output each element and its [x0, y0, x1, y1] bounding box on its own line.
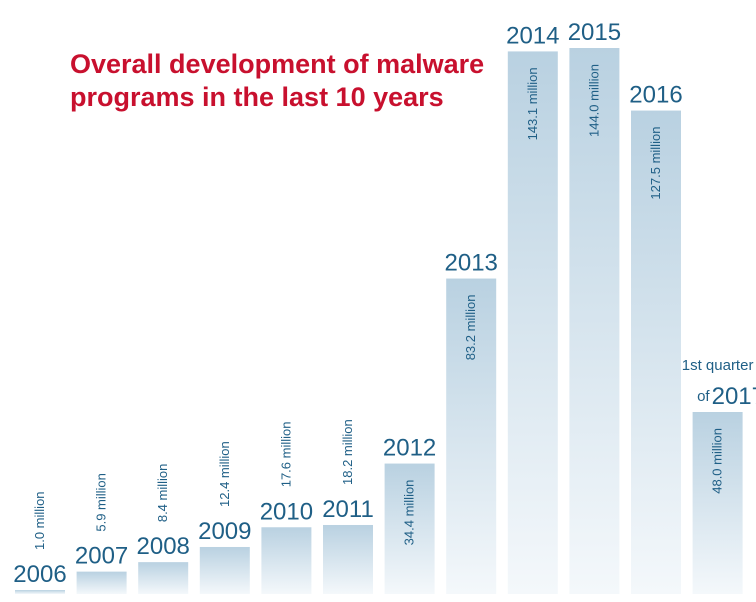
- bar-2012: [384, 463, 435, 594]
- value-label-2016: 127.5 million: [648, 127, 663, 200]
- bar-2007: [76, 571, 127, 594]
- bar-2016: [631, 110, 681, 594]
- bars-group: 2006 1.0 million 2007 5.9 million 2008 8.4 mi…: [13, 19, 756, 595]
- category-label-2014: 2014: [506, 22, 559, 49]
- value-label-2012: 34.4 million: [402, 480, 417, 546]
- category-label-2016: 2016: [629, 82, 682, 109]
- value-label-2007: 5.9 million: [94, 473, 109, 532]
- bar-2008: [138, 562, 189, 594]
- bar-2009: [199, 546, 250, 594]
- category-label-2009: 2009: [198, 518, 251, 545]
- bar-2017: [692, 412, 743, 594]
- category-label-2006: 2006: [13, 561, 66, 588]
- bar-2015: [569, 48, 620, 594]
- value-label-2009: 12.4 million: [217, 441, 232, 507]
- value-label-2010: 17.6 million: [278, 422, 293, 488]
- category-label-2015: 2015: [568, 19, 621, 46]
- bar-2014: [507, 51, 558, 595]
- value-label-2017: 48.0 million: [710, 428, 725, 494]
- bar-2006: [15, 590, 65, 594]
- bar-2013: [446, 278, 497, 594]
- bar-2011: [323, 524, 373, 594]
- value-label-2014: 143.1 million: [525, 67, 540, 140]
- value-label-2006: 1.0 million: [32, 491, 47, 550]
- category-prefix-2017: 1st quarter: [682, 357, 754, 374]
- category-label-2011: 2011: [322, 496, 374, 523]
- category-label-2010: 2010: [260, 498, 313, 525]
- category-label-2008: 2008: [137, 533, 190, 560]
- value-label-2008: 8.4 million: [155, 464, 170, 523]
- category-label-2012: 2012: [383, 435, 436, 462]
- chart-title-line-1: Overall development of malware: [70, 49, 484, 79]
- category-prefix-of-2017: of: [697, 388, 710, 405]
- category-label-2013: 2013: [445, 250, 498, 277]
- category-label-2017: 2017: [712, 383, 756, 410]
- value-label-2013: 83.2 million: [463, 295, 478, 361]
- category-label-2007: 2007: [75, 543, 128, 570]
- chart-title-line-2: programs in the last 10 years: [70, 82, 444, 112]
- value-label-2011: 18.2 million: [340, 419, 355, 485]
- value-label-2015: 144.0 million: [586, 64, 601, 137]
- bar-2010: [261, 527, 312, 594]
